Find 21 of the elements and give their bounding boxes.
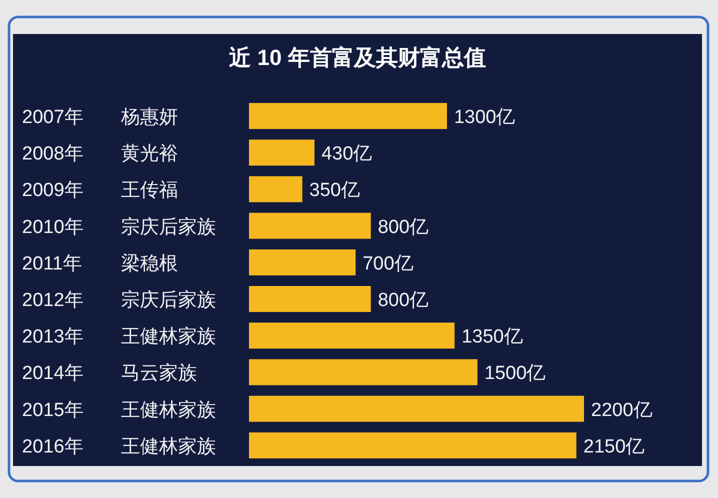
category-label: 2010年 宗庆后家族 <box>22 216 216 238</box>
category-label: 2015年 王健林家族 <box>22 400 216 421</box>
category-label: 2014年 马云家族 <box>22 363 197 384</box>
data-label: 800亿 <box>378 290 429 311</box>
data-label: 1300亿 <box>454 107 516 128</box>
category-label: 2013年 王健林家族 <box>22 326 216 348</box>
data-label: 2150亿 <box>583 436 645 458</box>
data-label: 2200亿 <box>591 400 652 421</box>
chart-title: 近 10 年首富及其财富总值 <box>228 45 486 70</box>
category-label: 2009年 王传福 <box>22 180 178 202</box>
data-label: 1350亿 <box>462 326 523 348</box>
data-label: 700亿 <box>362 253 414 274</box>
data-label: 800亿 <box>378 216 429 238</box>
data-label: 1500亿 <box>484 363 546 384</box>
category-label: 2011年 梁稳根 <box>22 253 178 274</box>
data-label: 350亿 <box>309 180 360 202</box>
data-label: 430亿 <box>321 144 372 165</box>
category-label: 2016年 王健林家族 <box>22 436 216 458</box>
category-label: 2007年 杨惠妍 <box>22 107 178 128</box>
category-label: 2012年 宗庆后家族 <box>22 290 216 311</box>
category-label: 2008年 黄光裕 <box>22 144 178 165</box>
